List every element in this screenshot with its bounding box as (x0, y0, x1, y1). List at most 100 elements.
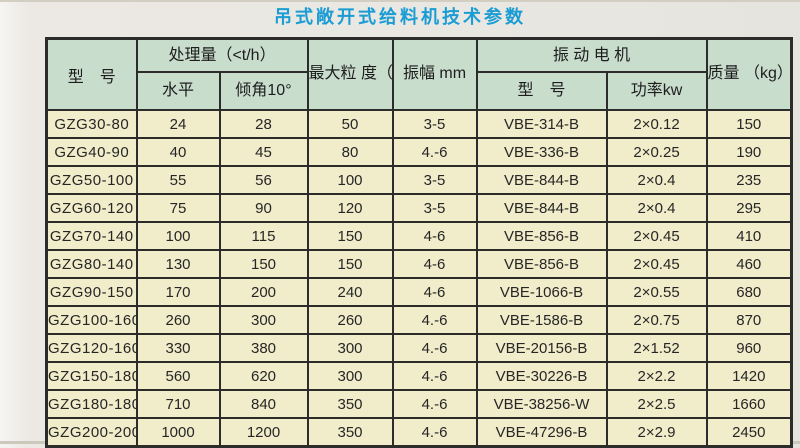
cell-motor-model: VBE-30226-B (475, 361, 608, 391)
cell-horizontal: 40 (135, 137, 221, 167)
cell-model: GZG120-160 (45, 333, 138, 363)
table-row: GZG50-100 55 56 100 3-5 VBE-844-B 2×0.4 235 (45, 165, 793, 195)
header-motor-power: 功率kw (605, 71, 708, 111)
cell-max-particle: 150 (306, 249, 394, 279)
cell-motor-model: VBE-336-B (475, 137, 608, 167)
cell-incline-10: 115 (218, 221, 309, 251)
table-row: GZG100-160 260 300 260 4.-6 VBE-1586-B 2×0.75 8… (45, 305, 793, 335)
cell-incline-10: 380 (218, 333, 309, 363)
scan-edge-top (0, 0, 800, 2)
cell-max-particle: 260 (306, 305, 394, 335)
cell-mass: 680 (705, 277, 793, 307)
cell-motor-power: 2×0.12 (605, 109, 708, 139)
table-row: GZG30-80 24 28 50 3-5 VBE-314-B 2×0.12 150 (45, 109, 793, 139)
cell-horizontal: 75 (135, 193, 221, 223)
cell-motor-power: 2×0.4 (605, 193, 708, 223)
cell-incline-10: 840 (218, 389, 309, 419)
cell-amplitude: 3-5 (391, 193, 478, 223)
cell-mass: 235 (705, 165, 793, 195)
cell-horizontal: 330 (135, 333, 221, 363)
cell-model: GZG50-100 (45, 165, 138, 195)
cell-max-particle: 350 (306, 389, 394, 419)
cell-motor-power: 2×2.2 (605, 361, 708, 391)
cell-mass: 190 (705, 137, 793, 167)
cell-motor-model: VBE-20156-B (475, 333, 608, 363)
cell-mass: 870 (705, 305, 793, 335)
cell-mass: 150 (705, 109, 793, 139)
table-header: 型 号 处理量（<t/h） 最大粒 度（mm） 振幅 mm 振 动 电 机 质量… (45, 37, 793, 111)
header-capacity-horizontal: 水平 (135, 71, 221, 111)
cell-horizontal: 24 (135, 109, 221, 139)
cell-model: GZG180-180 (45, 389, 138, 419)
cell-motor-power: 2×0.75 (605, 305, 708, 335)
table-row: GZG150-180 560 620 300 4.-6 VBE-30226-B 2×2.2 1… (45, 361, 793, 391)
cell-motor-power: 2×0.45 (605, 249, 708, 279)
cell-incline-10: 90 (218, 193, 309, 223)
cell-motor-model: VBE-844-B (475, 193, 608, 223)
cell-amplitude: 3-5 (391, 109, 478, 139)
cell-model: GZG90-150 (45, 277, 138, 307)
cell-horizontal: 560 (135, 361, 221, 391)
cell-mass: 460 (705, 249, 793, 279)
cell-mass: 410 (705, 221, 793, 251)
cell-horizontal: 260 (135, 305, 221, 335)
cell-motor-model: VBE-856-B (475, 221, 608, 251)
header-amplitude: 振幅 mm (391, 37, 478, 111)
header-capacity-group: 处理量（<t/h） (135, 37, 309, 73)
header-motor-group: 振 动 电 机 (475, 37, 708, 73)
table-row: GZG200-200 1000 1200 350 4.-6 VBE-47296-B 2×2.… (45, 417, 793, 448)
cell-horizontal: 170 (135, 277, 221, 307)
header-capacity-incline: 倾角10° (218, 71, 309, 111)
cell-motor-model: VBE-314-B (475, 109, 608, 139)
table-row: GZG60-120 75 90 120 3-5 VBE-844-B 2×0.4 295 (45, 193, 793, 223)
cell-horizontal: 1000 (135, 417, 221, 448)
cell-motor-power: 2×2.5 (605, 389, 708, 419)
table-row: GZG90-150 170 200 240 4-6 VBE-1066-B 2×0.55 680 (45, 277, 793, 307)
cell-horizontal: 55 (135, 165, 221, 195)
cell-mass: 2450 (705, 417, 793, 448)
cell-motor-model: VBE-1066-B (475, 277, 608, 307)
header-max-particle: 最大粒 度（mm） (306, 37, 394, 111)
cell-incline-10: 28 (218, 109, 309, 139)
cell-incline-10: 150 (218, 249, 309, 279)
header-motor-model: 型 号 (475, 71, 608, 111)
cell-max-particle: 80 (306, 137, 394, 167)
cell-max-particle: 300 (306, 333, 394, 363)
cell-model: GZG80-140 (45, 249, 138, 279)
page-title: 吊式敞开式给料机技术参数 (274, 7, 526, 27)
cell-max-particle: 350 (306, 417, 394, 448)
cell-horizontal: 130 (135, 249, 221, 279)
cell-motor-model: VBE-856-B (475, 249, 608, 279)
cell-model: GZG150-180 (45, 361, 138, 391)
cell-motor-model: VBE-1586-B (475, 305, 608, 335)
cell-max-particle: 150 (306, 221, 394, 251)
cell-mass: 960 (705, 333, 793, 363)
cell-mass: 1660 (705, 389, 793, 419)
cell-model: GZG60-120 (45, 193, 138, 223)
header-mass: 质量 （kg） (705, 37, 793, 111)
cell-motor-model: VBE-38256-W (475, 389, 608, 419)
cell-model: GZG200-200 (45, 417, 138, 448)
cell-mass: 1420 (705, 361, 793, 391)
header-model: 型 号 (45, 37, 138, 111)
cell-horizontal: 100 (135, 221, 221, 251)
table-row: GZG180-180 710 840 350 4.-6 VBE-38256-W 2×2.5 1… (45, 389, 793, 419)
cell-incline-10: 1200 (218, 417, 309, 448)
cell-max-particle: 240 (306, 277, 394, 307)
cell-max-particle: 300 (306, 361, 394, 391)
cell-motor-model: VBE-844-B (475, 165, 608, 195)
cell-amplitude: 4-6 (391, 221, 478, 251)
cell-amplitude: 4.-6 (391, 361, 478, 391)
table-row: GZG80-140 130 150 150 4-6 VBE-856-B 2×0.45 460 (45, 249, 793, 279)
cell-incline-10: 56 (218, 165, 309, 195)
cell-model: GZG30-80 (45, 109, 138, 139)
cell-motor-power: 2×0.45 (605, 221, 708, 251)
cell-incline-10: 620 (218, 361, 309, 391)
cell-amplitude: 4.-6 (391, 389, 478, 419)
cell-amplitude: 4.-6 (391, 305, 478, 335)
cell-model: GZG100-160 (45, 305, 138, 335)
cell-motor-power: 2×1.52 (605, 333, 708, 363)
table-row: GZG70-140 100 115 150 4-6 VBE-856-B 2×0.45 410 (45, 221, 793, 251)
cell-motor-model: VBE-47296-B (475, 417, 608, 448)
cell-amplitude: 4-6 (391, 277, 478, 307)
